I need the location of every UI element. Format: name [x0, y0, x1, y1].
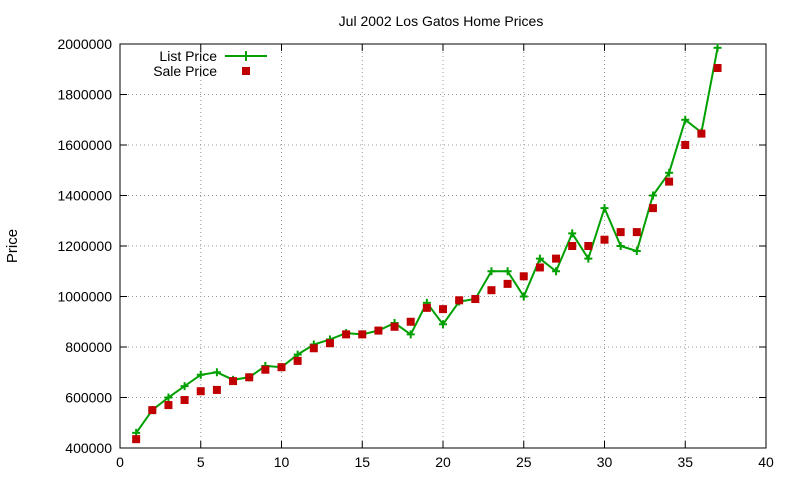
- x-tick-label: 0: [116, 454, 124, 470]
- data-point: [148, 406, 157, 415]
- data-point: [212, 385, 221, 394]
- data-point: [374, 326, 383, 335]
- data-point: [164, 401, 173, 410]
- data-point: [406, 317, 415, 326]
- data-point: [584, 254, 593, 263]
- data-point: [681, 115, 690, 124]
- x-tick-label: 20: [435, 454, 451, 470]
- data-point: [164, 393, 173, 402]
- y-tick-label: 1800000: [57, 87, 112, 103]
- data-point: [632, 228, 641, 237]
- series-line: [135, 47, 719, 434]
- data-point: [132, 435, 141, 444]
- series-sale-price: [132, 63, 722, 444]
- data-point: [519, 272, 528, 281]
- x-tick-label: 40: [758, 454, 774, 470]
- data-point: [245, 373, 254, 382]
- series-list-price: [132, 43, 722, 437]
- data-point: [616, 242, 625, 250]
- x-tick-label: 15: [354, 454, 370, 470]
- data-point: [681, 141, 690, 149]
- data-point: [535, 263, 544, 272]
- y-tick-label: 1400000: [57, 188, 112, 204]
- data-point: [487, 267, 496, 276]
- data-point: [600, 204, 609, 213]
- legend: List Price Sale Price: [153, 48, 267, 79]
- data-point: [648, 191, 657, 200]
- y-tick-label: 800000: [65, 339, 112, 355]
- y-tick-label: 2000000: [57, 36, 112, 52]
- data-point: [439, 305, 447, 314]
- data-point: [439, 320, 447, 329]
- data-point: [503, 279, 512, 288]
- data-point: [568, 229, 577, 238]
- data-point: [277, 363, 286, 372]
- data-point: [196, 370, 205, 379]
- data-point: [584, 242, 593, 250]
- chart-title: Jul 2002 Los Gatos Home Prices: [339, 13, 544, 29]
- data-point: [632, 247, 641, 256]
- data-point: [665, 168, 674, 177]
- data-point: [390, 322, 399, 331]
- legend-label-sale-price: Sale Price: [153, 63, 217, 79]
- data-point: [665, 177, 674, 186]
- y-tick-label: 1200000: [57, 238, 112, 254]
- data-point: [503, 267, 512, 276]
- legend-label-list-price: List Price: [159, 48, 217, 64]
- series-layer: [132, 43, 722, 444]
- data-point: [487, 286, 496, 295]
- data-point: [713, 63, 722, 72]
- legend-swatch-list-price-marker: [241, 51, 251, 61]
- data-point: [180, 396, 189, 405]
- data-point: [261, 365, 270, 374]
- data-point: [406, 330, 415, 339]
- x-tick-label: 25: [516, 454, 532, 470]
- y-tick-labels: 400000 600000 800000 1000000 1200000 1400000 1…: [57, 36, 112, 456]
- x-tick-label: 5: [197, 454, 205, 470]
- data-point: [697, 129, 706, 138]
- data-point: [535, 254, 544, 263]
- data-point: [552, 254, 561, 263]
- data-point: [616, 228, 625, 237]
- data-point: [600, 235, 609, 244]
- data-point: [713, 43, 722, 52]
- data-point: [422, 303, 431, 312]
- data-point: [471, 295, 480, 304]
- grid-lines: [120, 44, 766, 448]
- legend-swatch-sale-price-marker: [242, 67, 250, 75]
- data-point: [180, 382, 189, 391]
- axis-ticks: [119, 43, 767, 449]
- x-tick-labels: 0 5 10 15 20 25 30 35 40: [116, 454, 774, 470]
- data-point: [648, 204, 657, 213]
- data-point: [325, 339, 334, 348]
- data-point: [568, 242, 577, 250]
- data-point: [309, 344, 318, 353]
- data-point: [229, 377, 238, 386]
- y-tick-label: 400000: [65, 440, 112, 456]
- y-tick-label: 600000: [65, 390, 112, 406]
- y-tick-label: 1000000: [57, 289, 112, 305]
- y-tick-label: 1600000: [57, 137, 112, 153]
- data-point: [455, 296, 464, 305]
- x-tick-label: 10: [274, 454, 290, 470]
- x-tick-label: 35: [677, 454, 693, 470]
- data-point: [552, 267, 561, 276]
- data-point: [196, 387, 205, 396]
- data-point: [212, 368, 221, 377]
- y-axis-label: Price: [4, 229, 21, 263]
- data-point: [342, 330, 351, 339]
- data-point: [358, 330, 367, 339]
- data-point: [519, 292, 528, 301]
- x-tick-label: 30: [597, 454, 613, 470]
- data-point: [293, 356, 302, 365]
